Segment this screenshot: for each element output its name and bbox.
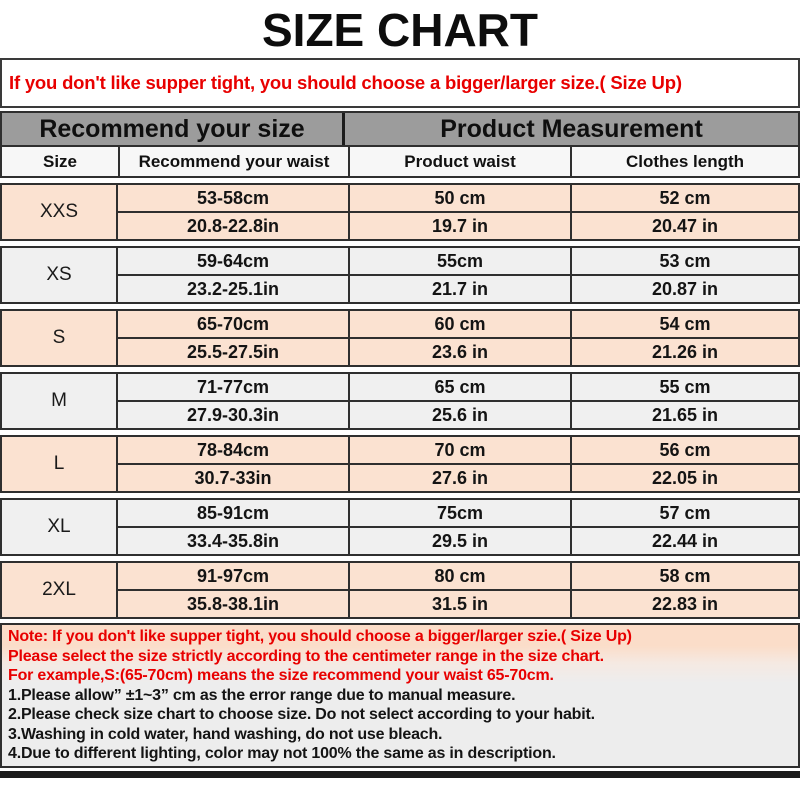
recommend-waist-in: 35.8-38.1in [186,593,280,614]
group-header-product-measurement: Product Measurement [440,114,703,143]
col-header-clothes-length: Clothes length [570,147,798,176]
product-waist-in: 25.6 in [348,402,570,428]
clothes-length-in: 20.47 in [570,213,798,239]
clothes-length-cm: 58 cm [570,563,798,589]
clothes-length-in: 20.87 in [570,276,798,302]
recommend-waist-in: 27.9-30.3in [186,404,280,425]
note-line: 1.Please allow” ±1~3” cm as the error ra… [8,686,516,704]
size-block-s: S 65-70cm 60 cm 54 cm 25.5-27.5in 23.6 i… [0,309,800,367]
size-block-values: 91-97cm 80 cm 58 cm 35.8-38.1in 31.5 in … [118,563,798,617]
inch-row: 23.2-25.1in 21.7 in 20.87 in [118,274,798,302]
size-block-values: 71-77cm 65 cm 55 cm 27.9-30.3in 25.6 in … [118,374,798,428]
size-label: XS [2,248,118,302]
product-waist-cm: 50 cm [348,185,570,211]
product-waist-in: 21.7 in [348,276,570,302]
size-block-l: L 78-84cm 70 cm 56 cm 30.7-33in 27.6 in … [0,435,800,493]
size-block-xs: XS 59-64cm 55cm 53 cm 23.2-25.1in 21.7 i… [0,246,800,304]
inch-row: 35.8-38.1in 31.5 in 22.83 in [118,589,798,617]
size-block-values: 85-91cm 75cm 57 cm 33.4-35.8in 29.5 in 2… [118,500,798,554]
recommend-waist-cm: 65-70cm [196,313,270,334]
col-header-recommend-waist: Recommend your waist [118,147,348,176]
clothes-length-in: 21.26 in [570,339,798,365]
product-waist-cm: 70 cm [348,437,570,463]
note-line: For example,S:(65-70cm) means the size r… [8,667,554,684]
clothes-length-in: 21.65 in [570,402,798,428]
inch-row: 25.5-27.5in 23.6 in 21.26 in [118,337,798,365]
cm-row: 59-64cm 55cm 53 cm [118,248,798,274]
cm-row: 53-58cm 50 cm 52 cm [118,185,798,211]
note-line: Please select the size strictly accordin… [8,647,604,665]
product-waist-in: 23.6 in [348,339,570,365]
recommend-waist-cm: 53-58cm [196,187,270,208]
note-line: 3.Washing in cold water, hand washing, d… [8,725,443,743]
product-waist-cm: 80 cm [348,563,570,589]
col-header-product-waist: Product waist [348,147,570,176]
page-title: SIZE CHART [262,4,538,56]
size-block-values: 59-64cm 55cm 53 cm 23.2-25.1in 21.7 in 2… [118,248,798,302]
size-block-values: 65-70cm 60 cm 54 cm 25.5-27.5in 23.6 in … [118,311,798,365]
size-block-values: 78-84cm 70 cm 56 cm 30.7-33in 27.6 in 22… [118,437,798,491]
size-block-m: M 71-77cm 65 cm 55 cm 27.9-30.3in 25.6 i… [0,372,800,430]
product-waist-in: 19.7 in [348,213,570,239]
product-waist-in: 29.5 in [348,528,570,554]
recommend-waist-in: 20.8-22.8in [186,215,280,236]
size-label: XXS [2,185,118,239]
size-label: XL [2,500,118,554]
recommend-waist-in: 30.7-33in [194,467,272,488]
clothes-length-cm: 52 cm [570,185,798,211]
clothes-length-in: 22.05 in [570,465,798,491]
clothes-length-in: 22.83 in [570,591,798,617]
inch-row: 20.8-22.8in 19.7 in 20.47 in [118,211,798,239]
clothes-length-cm: 57 cm [570,500,798,526]
product-waist-in: 27.6 in [348,465,570,491]
size-label: 2XL [2,563,118,617]
size-block-values: 53-58cm 50 cm 52 cm 20.8-22.8in 19.7 in … [118,185,798,239]
product-waist-cm: 60 cm [348,311,570,337]
bottom-border-bar [0,770,800,778]
note-line: 2.Please check size chart to choose size… [8,706,595,723]
recommend-waist-cm: 71-77cm [196,376,270,397]
product-waist-in: 31.5 in [348,591,570,617]
group-header-recommend-size: Recommend your size [2,113,345,145]
recommend-waist-cm: 91-97cm [196,565,270,586]
recommend-waist-cm: 59-64cm [196,250,270,271]
cm-row: 91-97cm 80 cm 58 cm [118,563,798,589]
clothes-length-cm: 53 cm [570,248,798,274]
notes-section: Note: If you don't like supper tight, yo… [0,623,800,768]
clothes-length-in: 22.44 in [570,528,798,554]
product-waist-cm: 55cm [348,248,570,274]
recommend-waist-in: 25.5-27.5in [186,341,280,362]
column-header-row: Size Recommend your waist Product waist … [0,147,800,178]
note-line: 4.Due to different lighting, color may n… [8,745,556,762]
cm-row: 65-70cm 60 cm 54 cm [118,311,798,337]
product-waist-cm: 75cm [348,500,570,526]
recommend-waist-in: 23.2-25.1in [186,278,280,299]
size-block-2xl: 2XL 91-97cm 80 cm 58 cm 35.8-38.1in 31.5… [0,561,800,619]
col-header-size: Size [42,151,78,171]
clothes-length-cm: 54 cm [570,311,798,337]
warning-text: If you don't like supper tight, you shou… [9,72,682,93]
group-header-row: Recommend your size Product Measurement [0,111,800,147]
clothes-length-cm: 55 cm [570,374,798,400]
inch-row: 33.4-35.8in 29.5 in 22.44 in [118,526,798,554]
note-line: Note: If you don't like supper tight, yo… [8,628,632,645]
size-block-xxs: XXS 53-58cm 50 cm 52 cm 20.8-22.8in 19.7… [0,183,800,241]
size-label: M [2,374,118,428]
recommend-waist-in: 33.4-35.8in [186,530,280,551]
size-label: L [2,437,118,491]
inch-row: 27.9-30.3in 25.6 in 21.65 in [118,400,798,428]
cm-row: 85-91cm 75cm 57 cm [118,500,798,526]
product-waist-cm: 65 cm [348,374,570,400]
cm-row: 78-84cm 70 cm 56 cm [118,437,798,463]
size-label: S [2,311,118,365]
clothes-length-cm: 56 cm [570,437,798,463]
inch-row: 30.7-33in 27.6 in 22.05 in [118,463,798,491]
warning-banner: If you don't like supper tight, you shou… [0,58,800,108]
size-block-xl: XL 85-91cm 75cm 57 cm 33.4-35.8in 29.5 i… [0,498,800,556]
recommend-waist-cm: 78-84cm [196,439,270,460]
recommend-waist-cm: 85-91cm [196,502,270,523]
cm-row: 71-77cm 65 cm 55 cm [118,374,798,400]
